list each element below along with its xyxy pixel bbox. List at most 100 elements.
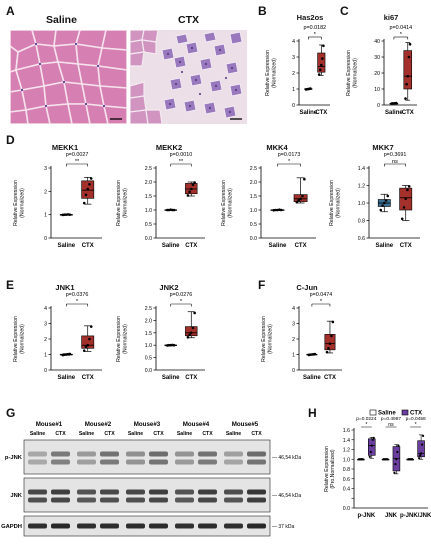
data-point xyxy=(68,213,72,216)
chart-title-mkk7: MKK7 xyxy=(372,143,394,152)
box-plot-mekk1: Relative Expression (Normalized) 0 1 2 3 Salin… xyxy=(13,152,102,249)
y-tick-label: 2.5 xyxy=(145,306,152,312)
lane-label-saline: Saline xyxy=(226,431,241,437)
y-axis-label: Relative Expression xyxy=(116,180,122,226)
legend-label-saline: Saline xyxy=(378,411,396,417)
data-point xyxy=(394,101,398,105)
data-point xyxy=(318,68,322,72)
y-tick-label: 4 xyxy=(44,306,47,312)
y-tick-label: 1.0 xyxy=(145,208,152,214)
blot-band xyxy=(28,497,47,503)
lane-label-saline: Saline xyxy=(30,431,45,437)
y-tick-label: 0.8 xyxy=(358,219,365,225)
y-axis-label-unit: (Pro.Normalized) xyxy=(330,449,336,488)
data-point xyxy=(299,197,302,201)
sig-mark: * xyxy=(400,32,403,38)
x-tick-label: Saline xyxy=(269,243,287,249)
blot-band xyxy=(198,497,217,503)
blot-band xyxy=(51,459,70,465)
blot-band xyxy=(149,523,168,529)
legend-label-ctx: CTX xyxy=(410,411,422,417)
y-tick-label: 30 xyxy=(374,55,380,61)
blot-band xyxy=(224,451,243,457)
y-tick-label: 1 xyxy=(292,87,295,93)
y-tick-label: 1.0 xyxy=(358,201,365,207)
data-point xyxy=(86,187,90,191)
y-tick-label: 0 xyxy=(44,368,47,374)
sig-mark: * xyxy=(320,299,323,305)
data-point xyxy=(172,343,176,347)
blot-band xyxy=(175,451,194,457)
p-value: p=0.0414 xyxy=(390,25,413,31)
y-tick-label: 1.5 xyxy=(145,194,152,200)
data-point xyxy=(191,326,195,330)
data-point xyxy=(384,199,388,202)
y-axis-label-unit: (Normalized) xyxy=(20,188,26,218)
sig-mark: * xyxy=(180,299,183,305)
y-tick-label: 1 xyxy=(44,353,47,359)
y-axis-label: Relative Expression xyxy=(221,180,227,226)
mouse-label: Mouse#3 xyxy=(134,421,161,428)
data-point xyxy=(193,311,196,315)
x-tick-label: Saline xyxy=(162,375,180,381)
y-tick-label: 4 xyxy=(292,39,295,45)
blot-band xyxy=(100,489,119,495)
y-axis-label: Relative Expression xyxy=(116,316,122,362)
x-tick-label: CTX xyxy=(400,243,412,249)
blot-band xyxy=(247,459,266,465)
blot-row-label: JNK xyxy=(10,493,22,499)
data-point xyxy=(394,463,397,466)
y-tick-label: 4 xyxy=(292,306,295,312)
y-tick-label: 0.5 xyxy=(145,356,152,362)
y-tick-label: 0.0 xyxy=(343,506,350,512)
lane-label-saline: Saline xyxy=(79,431,94,437)
histology-image-saline xyxy=(10,30,127,124)
data-point xyxy=(274,208,277,212)
data-point xyxy=(368,455,371,458)
y-tick-label: 20 xyxy=(374,71,380,77)
data-point xyxy=(393,471,396,474)
x-tick-label: CTX xyxy=(315,110,327,116)
data-point xyxy=(406,188,409,192)
panel-letter-f: F xyxy=(258,278,266,292)
blot-band xyxy=(126,523,145,529)
y-axis-label-unit: (Normalized) xyxy=(228,188,234,218)
data-point xyxy=(396,450,399,454)
p-value: p=0.0376 xyxy=(66,292,89,298)
data-point xyxy=(405,82,408,86)
sig-mark: * xyxy=(314,32,317,38)
blot-band xyxy=(198,489,217,495)
p-value: p=0.3691 xyxy=(384,152,407,158)
blot-band xyxy=(198,523,217,529)
blot-band xyxy=(175,497,194,503)
data-point xyxy=(309,87,312,90)
y-tick-label: 2.0 xyxy=(145,318,152,324)
mouse-label: Mouse#4 xyxy=(183,421,210,428)
data-point xyxy=(372,436,375,439)
data-point xyxy=(325,350,329,354)
x-tick-label: p-JNK/JNK xyxy=(400,513,431,519)
panel-letter-g: G xyxy=(6,406,16,420)
data-point xyxy=(186,335,190,339)
chart-title-has2os: Has2os xyxy=(296,13,324,22)
chart-title-jnk2: JNK2 xyxy=(159,283,179,292)
y-tick-label: 0.0 xyxy=(250,236,257,242)
x-tick-label: CTX xyxy=(82,243,94,249)
blot-band xyxy=(100,523,119,529)
y-axis-label-unit: (Normalized) xyxy=(123,324,129,354)
data-point xyxy=(383,201,386,205)
chart-title-mekk1: MEKK1 xyxy=(51,143,79,152)
x-tick-label: CTX xyxy=(295,243,307,249)
histology-image-ctx xyxy=(130,30,247,124)
mouse-label: Mouse#2 xyxy=(85,421,112,428)
y-tick-label: 3 xyxy=(292,322,295,328)
data-point xyxy=(82,349,86,352)
panel-letter-e: E xyxy=(6,278,15,292)
data-point xyxy=(189,187,193,191)
x-tick-label: Saline xyxy=(303,375,321,381)
y-tick-label: 40 xyxy=(374,39,380,45)
sig-mark: ns xyxy=(388,422,394,428)
x-tick-label: CTX xyxy=(185,243,197,249)
western-blot: Mouse#1 Saline CTX Mouse#2 Saline CTX Mouse#3 S… xyxy=(1,421,301,537)
blot-band xyxy=(224,489,243,495)
